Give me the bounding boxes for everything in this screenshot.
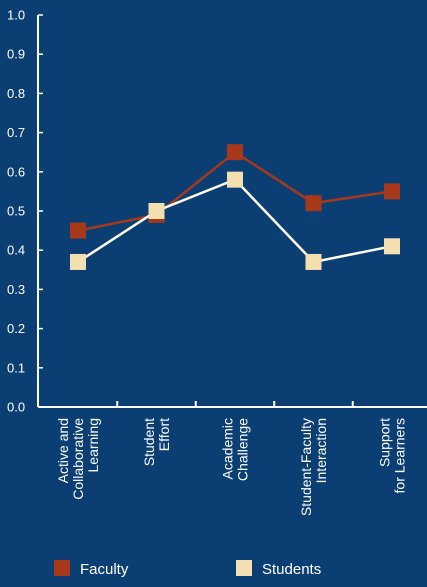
faculty-legend-swatch	[54, 560, 70, 576]
y-tick-label: 1.0	[7, 8, 25, 23]
x-category-label-line: Challenge	[235, 418, 251, 481]
x-category-label-line: Student-Faculty	[298, 418, 314, 516]
y-tick-label: 0.2	[7, 321, 25, 336]
students-point	[148, 203, 165, 219]
x-category-label-line: Student	[141, 418, 157, 466]
students-point	[227, 171, 243, 188]
x-axis: Active and Collaborative Learning Student Ef…	[38, 401, 427, 516]
students-point	[305, 253, 322, 270]
students-legend-swatch	[236, 560, 252, 576]
x-category-label-line: Active and	[55, 418, 71, 483]
y-tick-label: 0.6	[7, 164, 25, 179]
x-category-label-line: Effort	[156, 418, 172, 451]
series-lines	[70, 144, 400, 270]
faculty-series-line	[77, 150, 393, 232]
y-tick-label: 0.9	[7, 47, 25, 62]
faculty-point	[70, 222, 86, 239]
students-point	[384, 238, 400, 255]
faculty-legend-label: Faculty	[80, 561, 129, 578]
x-category-label: Student-Faculty Interaction	[298, 418, 329, 516]
x-category-label: Active and Collaborative Learning	[55, 418, 101, 500]
x-category-label: Support for Learners	[377, 418, 408, 494]
x-category-label-line: Learning	[85, 418, 101, 473]
faculty-point	[384, 183, 400, 200]
x-category-label: Student Effort	[141, 418, 172, 466]
x-category-label-line: for Learners	[392, 418, 408, 493]
y-tick-label: 0.0	[7, 400, 25, 415]
y-axis: 0.0 0.1 0.2 0.3 0.4 0.5 0.6 0.7 0.8 0.9 1.0	[7, 8, 43, 415]
x-category-label-line: Collaborative	[70, 418, 86, 500]
y-tick-label: 0.1	[7, 360, 25, 375]
y-tick-label: 0.5	[7, 204, 25, 219]
faculty-point	[305, 195, 322, 212]
x-category-label-line: Interaction	[313, 418, 329, 483]
legend: Faculty Students	[54, 560, 321, 578]
faculty-point	[227, 144, 243, 161]
y-tick-label: 0.3	[7, 282, 25, 297]
y-tick-label: 0.7	[7, 125, 25, 140]
x-category-label: Academic Challenge	[220, 418, 251, 481]
students-point	[70, 253, 86, 270]
students-legend-label: Students	[262, 561, 321, 578]
x-category-label-line: Support	[377, 418, 393, 467]
x-category-label-line: Academic	[220, 418, 236, 479]
y-tick-label: 0.8	[7, 86, 25, 101]
y-tick-label: 0.4	[7, 243, 25, 258]
